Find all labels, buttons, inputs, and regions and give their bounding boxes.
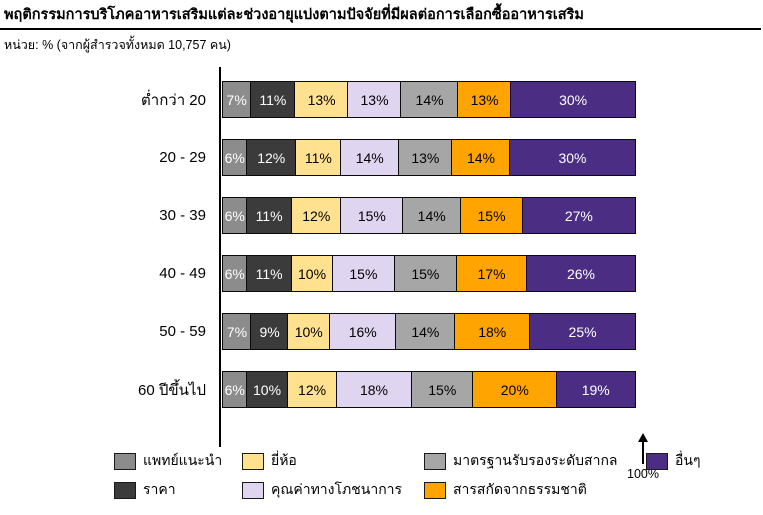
stacked-bar: 6% 12% 11% 14% 13% 14% 30% xyxy=(222,139,645,176)
bar-segment: 30% xyxy=(509,139,636,176)
category-label: 40 - 49 xyxy=(159,265,206,282)
bar-segment: 16% xyxy=(328,313,397,350)
y-axis-line xyxy=(219,67,221,447)
bar-segment: 15% xyxy=(410,371,474,408)
bar-segment: 14% xyxy=(340,139,400,176)
bar-segment: 13% xyxy=(347,81,402,118)
legend-label: ราคา xyxy=(143,481,176,497)
category-label: 30 - 39 xyxy=(159,207,206,224)
stacked-bar: 7% 9% 10% 16% 14% 18% 25% xyxy=(222,313,645,350)
legend-swatch-icon xyxy=(424,452,446,470)
bar-segment: 18% xyxy=(335,371,413,408)
legend-item: คุณค่าทางโภชนาการ xyxy=(242,479,424,501)
bar-row: 40 - 49 6% 11% 10% 15% 15% 17% 26% xyxy=(0,255,763,292)
bar-segment: 10% xyxy=(287,313,331,350)
category-label: 20 - 29 xyxy=(159,149,206,166)
legend-label: ยี่ห้อ xyxy=(271,452,297,468)
bar-segment: 11% xyxy=(245,197,293,234)
legend-swatch-icon xyxy=(242,452,264,470)
bar-segment: 6% xyxy=(222,139,248,176)
bar-segment: 13% xyxy=(294,81,349,118)
legend-swatch-icon xyxy=(114,452,136,470)
bar-segment: 17% xyxy=(455,255,528,292)
legend-item: ราคา xyxy=(114,479,242,501)
bar-segment: 14% xyxy=(402,197,462,234)
bar-row: 50 - 59 7% 9% 10% 16% 14% 18% 25% xyxy=(0,313,763,350)
bar-segment: 14% xyxy=(451,139,511,176)
bar-segment: 7% xyxy=(222,313,252,350)
bar-segment: 13% xyxy=(457,81,512,118)
bar-segment: 14% xyxy=(400,81,459,118)
category-label: ต่ำกว่า 20 xyxy=(141,91,206,109)
legend-label: อื่นๆ xyxy=(675,452,701,468)
legend-item: มาตรฐานรับรองระดับสากล xyxy=(424,450,646,472)
chart-subtitle: หน่วย: % (จากผู้สำรวจทั้งหมด 10,757 คน) xyxy=(4,38,231,52)
bar-segment: 11% xyxy=(295,139,342,176)
bar-segment: 7% xyxy=(222,81,252,118)
bar-segment: 11% xyxy=(245,255,293,292)
stacked-bar: 6% 10% 12% 18% 15% 20% 19% xyxy=(222,371,645,408)
bar-rows: ต่ำกว่า 20 7% 11% 13% 13% 14% 13% 30% 20 - 29 6% 1… xyxy=(0,81,763,408)
legend-item: สารสกัดจากธรรมชาติ xyxy=(424,479,646,501)
bar-segment: 14% xyxy=(395,313,456,350)
bar-row: 20 - 29 6% 12% 11% 14% 13% 14% 30% xyxy=(0,139,763,176)
bar-segment: 10% xyxy=(245,371,289,408)
axis-max-label: 100% xyxy=(627,467,659,481)
bar-row: 30 - 39 6% 11% 12% 15% 14% 15% 27% xyxy=(0,197,763,234)
bar-segment: 15% xyxy=(331,255,396,292)
x-axis-max-marker: 100% xyxy=(626,433,660,481)
stacked-bar: 7% 11% 13% 13% 14% 13% 30% xyxy=(222,81,645,118)
bar-segment: 30% xyxy=(510,81,636,118)
legend-item: แพทย์แนะนำ xyxy=(114,450,242,472)
legend-item: ยี่ห้อ xyxy=(242,450,424,472)
bar-segment: 12% xyxy=(286,371,338,408)
bar-segment: 26% xyxy=(525,255,636,292)
bar-segment: 20% xyxy=(472,371,558,408)
bar-segment: 15% xyxy=(459,197,524,234)
arrow-up-shaft xyxy=(642,442,644,464)
bar-segment: 15% xyxy=(340,197,404,234)
legend-label: แพทย์แนะนำ xyxy=(143,452,223,468)
bar-segment: 6% xyxy=(222,197,248,234)
bar-row: ต่ำกว่า 20 7% 11% 13% 13% 14% 13% 30% xyxy=(0,81,763,118)
stacked-bar-chart: ต่ำกว่า 20 7% 11% 13% 13% 14% 13% 30% 20 - 29 6% 1… xyxy=(0,67,763,481)
arrow-up-icon xyxy=(638,433,648,442)
chart-legend: แพทย์แนะนำราคา ยี่ห้อคุณค่าทางโภชนาการ มาต… xyxy=(114,450,701,501)
legend-swatch-icon xyxy=(242,481,264,499)
bar-segment: 6% xyxy=(222,255,248,292)
bar-segment: 18% xyxy=(453,313,531,350)
stacked-bar: 6% 11% 12% 15% 14% 15% 27% xyxy=(222,197,645,234)
category-label: 60 ปีขึ้นไป xyxy=(138,381,206,399)
category-label: 50 - 59 xyxy=(159,323,206,340)
bar-segment: 6% xyxy=(222,371,248,408)
chart-title: พฤติกรรมการบริโภคอาหารเสริมแต่ละช่วงอายุ… xyxy=(0,0,761,30)
bar-segment: 13% xyxy=(397,139,453,176)
bar-segment: 12% xyxy=(245,139,297,176)
bar-segment: 25% xyxy=(529,313,636,350)
legend-swatch-icon xyxy=(646,452,668,470)
legend-label: สารสกัดจากธรรมชาติ xyxy=(453,481,587,497)
legend-item: อื่นๆ xyxy=(646,450,701,472)
bar-segment: 10% xyxy=(290,255,334,292)
bar-segment: 19% xyxy=(555,371,636,408)
stacked-bar: 6% 11% 10% 15% 15% 17% 26% xyxy=(222,255,645,292)
legend-swatch-icon xyxy=(424,481,446,499)
bar-segment: 12% xyxy=(290,197,342,234)
bar-row: 60 ปีขึ้นไป 6% 10% 12% 18% 15% 20% 19% xyxy=(0,371,763,408)
bar-segment: 15% xyxy=(393,255,458,292)
legend-label: คุณค่าทางโภชนาการ xyxy=(271,481,403,497)
bar-segment: 11% xyxy=(249,81,296,118)
legend-swatch-icon xyxy=(114,481,136,499)
bar-segment: 27% xyxy=(521,197,636,234)
legend-label: มาตรฐานรับรองระดับสากล xyxy=(453,452,618,468)
bar-segment: 9% xyxy=(250,313,289,350)
